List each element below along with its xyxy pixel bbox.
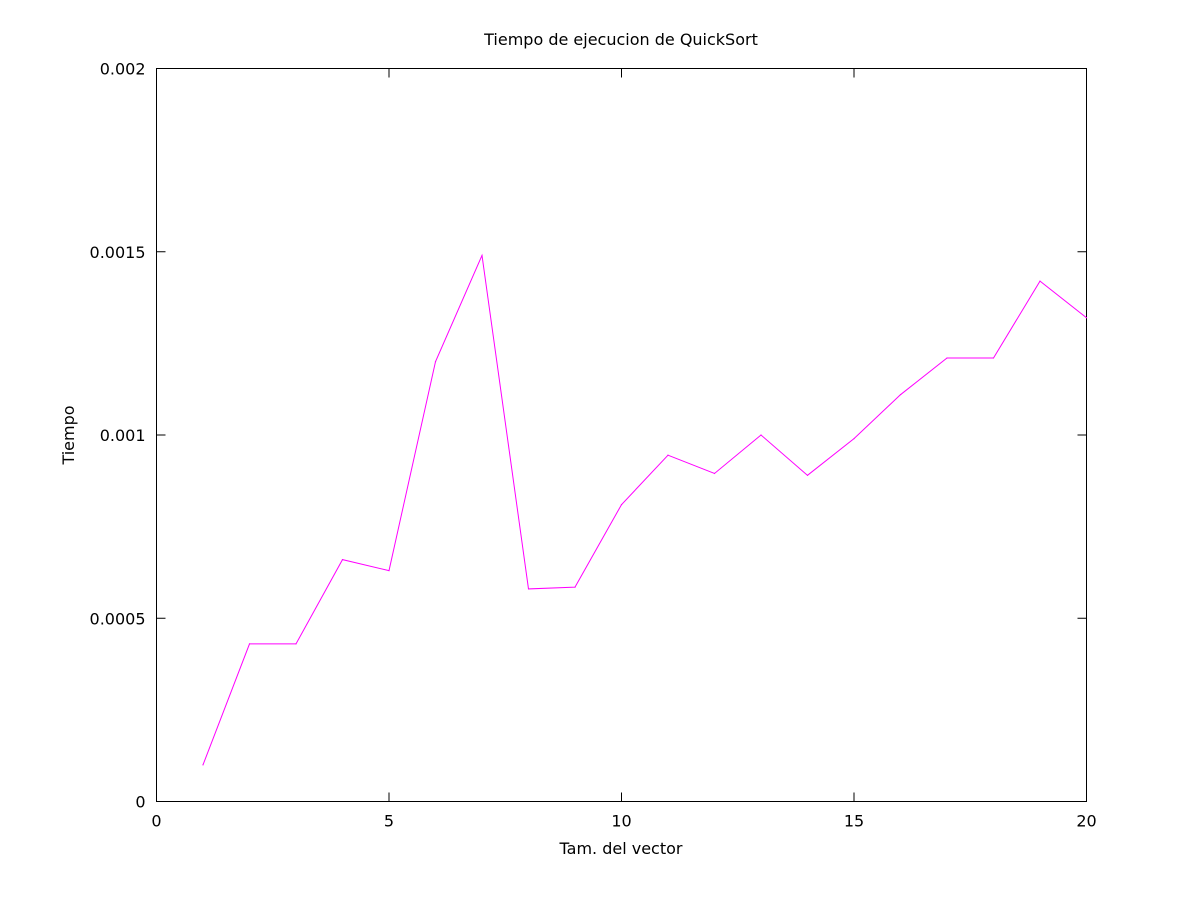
- data-point: [574, 586, 576, 588]
- data-point: [760, 434, 762, 436]
- data-point: [620, 504, 623, 506]
- y-axis-label: Tiempo: [59, 405, 78, 465]
- data-point: [946, 357, 948, 359]
- data-point: [899, 394, 902, 396]
- data-point: [248, 643, 251, 645]
- data-point: [295, 643, 297, 645]
- data-point: [527, 588, 530, 590]
- data-point: [1085, 317, 1088, 319]
- x-tick-label: 10: [611, 812, 631, 831]
- x-axis-label: Tam. del vector: [559, 839, 683, 858]
- data-point: [388, 570, 390, 572]
- data-point: [481, 254, 483, 257]
- data-point: [853, 438, 855, 440]
- tick-marks: [156, 68, 1087, 802]
- y-tick-label: 0.001: [100, 426, 146, 445]
- x-tick-label: 20: [1076, 812, 1096, 831]
- data-point: [713, 472, 716, 475]
- chart-title: Tiempo de ejecucion de QuickSort: [483, 30, 758, 49]
- data-point: [992, 357, 995, 359]
- series-line: [202, 253, 1087, 766]
- x-tick-label: 5: [384, 812, 394, 831]
- x-tick-label: 15: [844, 812, 864, 831]
- y-tick-label: 0.002: [100, 60, 146, 79]
- x-tick-label: 0: [151, 812, 161, 831]
- data-point: [806, 474, 809, 476]
- data-point: [202, 764, 204, 766]
- tick-labels: 0 5 10 15 20 0 0.0005 0.001 0.0015 0.002: [90, 60, 1097, 831]
- data-point: [667, 454, 669, 456]
- data-point: [1039, 280, 1041, 282]
- y-tick-label: 0: [135, 793, 145, 812]
- y-tick-label: 0.0005: [90, 609, 146, 628]
- y-tick-label: 0.0015: [90, 243, 146, 262]
- data-point: [341, 559, 344, 561]
- series-layer: [202, 253, 1088, 766]
- plot-frame: [156, 68, 1087, 802]
- data-point: [434, 361, 437, 363]
